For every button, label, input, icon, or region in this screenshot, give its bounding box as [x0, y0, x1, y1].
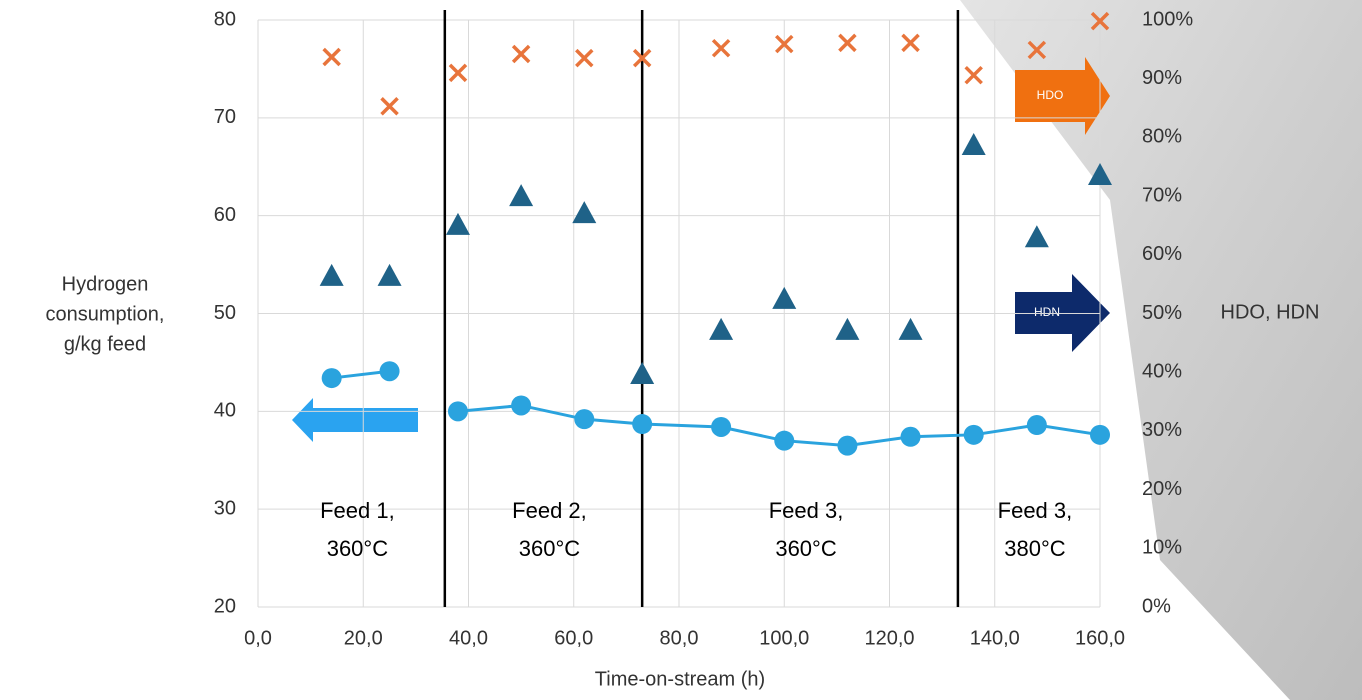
x-tick-label: 20,0: [344, 627, 383, 649]
chart: HDO HDN Time-on-stream (h) HDO, HDN 20 30…: [0, 0, 1362, 700]
point: [837, 436, 857, 456]
y-tick-label: 40: [214, 400, 236, 422]
point: [903, 35, 919, 51]
point: [1027, 415, 1047, 435]
point: [378, 264, 402, 286]
point: [511, 395, 531, 415]
y2-tick-label: 80%: [1142, 126, 1182, 148]
x-tick-label: 0,0: [244, 627, 272, 649]
region-label: Feed 3,: [998, 498, 1073, 523]
region-label: 360°C: [327, 536, 389, 561]
point: [448, 401, 468, 421]
point: [513, 46, 529, 62]
y-tick-label: 30: [214, 497, 236, 519]
y2-tick-label: 0%: [1142, 595, 1171, 617]
point: [632, 414, 652, 434]
point: [835, 318, 859, 340]
y-tick-label: 70: [214, 106, 236, 128]
y2-axis-label: HDO, HDN: [1221, 301, 1320, 323]
y2-tick-label: 90%: [1142, 67, 1182, 89]
point: [899, 318, 923, 340]
point: [450, 65, 466, 81]
point: [382, 98, 398, 114]
point: [322, 368, 342, 388]
point: [709, 318, 733, 340]
y-axis-label: g/kg feed: [64, 333, 146, 355]
y-tick-label: 50: [214, 302, 236, 324]
point: [711, 417, 731, 437]
point: [509, 184, 533, 206]
y-tick-label: 20: [214, 595, 236, 617]
x-tick-label: 40,0: [449, 627, 488, 649]
region-label: Feed 2,: [512, 498, 587, 523]
hydrogen-arrow: [292, 398, 418, 442]
x-axis-label: Time-on-stream (h): [595, 668, 765, 690]
point: [964, 425, 984, 445]
point: [774, 431, 794, 451]
x-tick-label: 160,0: [1075, 627, 1125, 649]
point: [901, 427, 921, 447]
point: [966, 67, 982, 83]
y-axis-label: Hydrogen: [62, 273, 149, 295]
point: [630, 362, 654, 384]
x-tick-label: 140,0: [970, 627, 1020, 649]
x-tick-label: 120,0: [864, 627, 914, 649]
region-label: 380°C: [1004, 536, 1066, 561]
y2-tick-label: 20%: [1142, 478, 1182, 500]
point: [1090, 425, 1110, 445]
y2-tick-label: 70%: [1142, 184, 1182, 206]
point: [576, 50, 592, 66]
hdn-arrow-label: HDN: [1034, 305, 1060, 319]
point: [380, 361, 400, 381]
region-label: Feed 1,: [320, 498, 395, 523]
y2-tick-label: 10%: [1142, 537, 1182, 559]
y2-tick-label: 50%: [1142, 302, 1182, 324]
point: [962, 133, 986, 155]
y-axis-label: consumption,: [46, 303, 165, 325]
page: {"chart_data": { "type": "scatter", "x_l…: [0, 0, 1362, 700]
x-tick-label: 80,0: [660, 627, 699, 649]
region-label: Feed 3,: [769, 498, 844, 523]
y-tick-label: 80: [214, 8, 236, 30]
hdo-arrow-label: HDO: [1037, 88, 1064, 102]
y2-tick-label: 60%: [1142, 243, 1182, 265]
x-tick-label: 100,0: [759, 627, 809, 649]
point: [320, 264, 344, 286]
x-tick-label: 60,0: [554, 627, 593, 649]
point: [1025, 225, 1049, 247]
point: [713, 40, 729, 56]
point: [324, 49, 340, 65]
point: [574, 409, 594, 429]
region-label: 360°C: [775, 536, 837, 561]
point: [839, 35, 855, 51]
point: [772, 287, 796, 309]
y-tick-label: 60: [214, 204, 236, 226]
y2-tick-label: 40%: [1142, 360, 1182, 382]
y2-tick-label: 100%: [1142, 8, 1193, 30]
y2-tick-label: 30%: [1142, 419, 1182, 441]
point: [572, 201, 596, 223]
region-label: 360°C: [519, 536, 581, 561]
